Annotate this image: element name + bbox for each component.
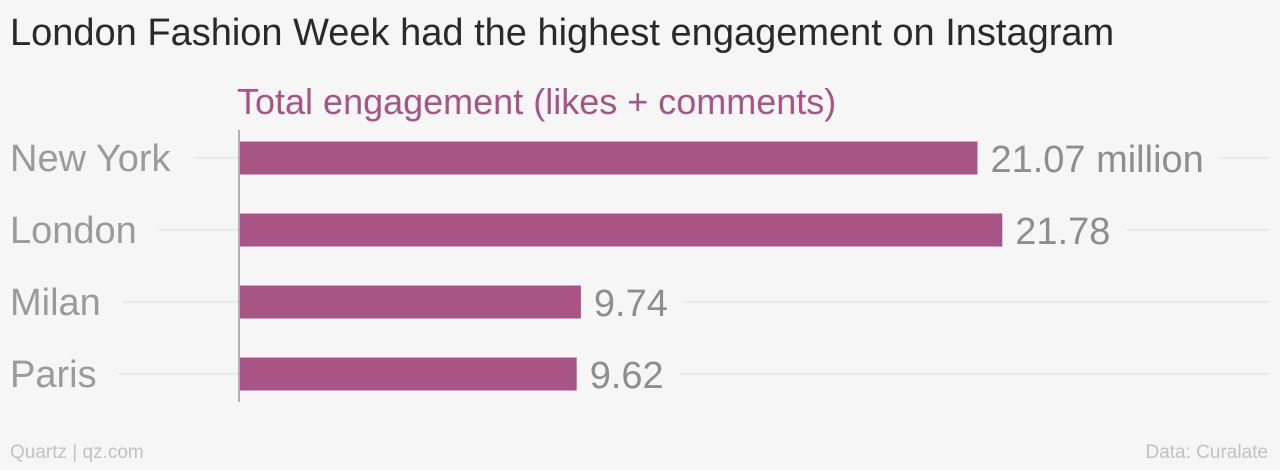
category-label-milan: Milan: [10, 282, 101, 324]
value-label-new-york: 21.07 million: [990, 139, 1203, 181]
category-labels: New York London Milan Paris: [10, 138, 172, 396]
value-label-london: 21.78: [1015, 211, 1110, 253]
bars: [240, 141, 1003, 391]
chart-title: London Fashion Week had the highest enga…: [10, 12, 1115, 54]
value-label-milan: 9.74: [594, 283, 668, 325]
category-label-new-york: New York: [10, 138, 172, 180]
gridlines: [118, 157, 1270, 375]
series-label: Total engagement (likes + comments): [237, 81, 836, 122]
value-label-paris: 9.62: [590, 355, 664, 397]
bar-london: [240, 213, 1003, 247]
source-credit: Quartz | qz.com: [10, 442, 144, 463]
category-label-paris: Paris: [10, 354, 97, 396]
category-label-london: London: [10, 210, 137, 252]
bar-milan: [240, 285, 581, 319]
value-labels: 21.07 million 21.78 9.74 9.62: [590, 139, 1204, 397]
bar-new-york: [240, 141, 978, 175]
bar-paris: [240, 357, 577, 391]
data-source: Data: Curalate: [1145, 442, 1268, 463]
